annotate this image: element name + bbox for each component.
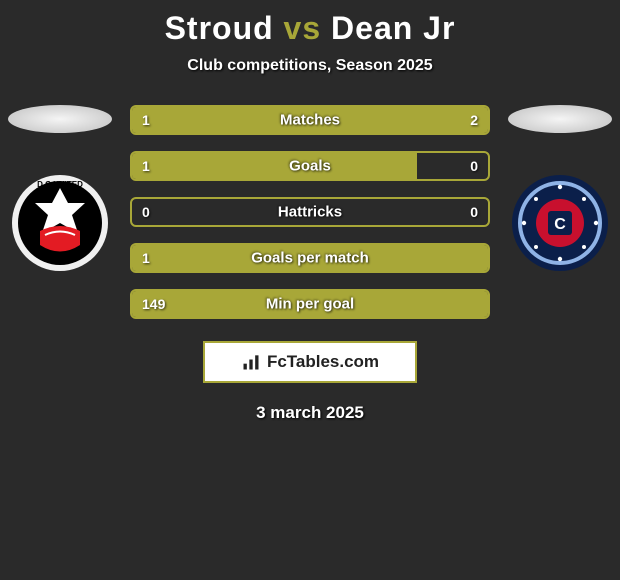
stat-left-value: 1 — [142, 250, 150, 266]
player1-name: Stroud — [165, 10, 274, 46]
stat-row: 0 0 Hattricks — [130, 197, 490, 227]
stat-row: 149 Min per goal — [130, 289, 490, 319]
stat-left-value: 1 — [142, 158, 150, 174]
date-label: 3 march 2025 — [0, 403, 620, 423]
stat-label: Goals — [289, 158, 331, 175]
stat-row: 1 2 Matches — [130, 105, 490, 135]
stat-row: 1 Goals per match — [130, 243, 490, 273]
stat-left-value: 149 — [142, 296, 165, 312]
bar-left-fill — [132, 153, 417, 179]
stat-left-value: 0 — [142, 204, 150, 220]
stat-label: Min per goal — [266, 296, 354, 313]
stat-bars: 1 2 Matches 1 0 Goals 0 0 Hattricks 1 Goals per ma… — [130, 105, 490, 319]
chicago-fire-icon: C — [510, 173, 610, 273]
right-team-badge: C — [510, 181, 610, 265]
stat-right-value: 0 — [470, 158, 478, 174]
stat-label: Goals per match — [251, 250, 369, 267]
stat-right-value: 0 — [470, 204, 478, 220]
left-team-badge: D.C.UNITED — [10, 181, 110, 265]
brand-box: FcTables.com — [203, 341, 417, 383]
stat-label: Hattricks — [278, 204, 342, 221]
stat-row: 1 0 Goals — [130, 151, 490, 181]
player2-name: Dean Jr — [331, 10, 455, 46]
page-title: Stroud vs Dean Jr — [0, 10, 620, 47]
stat-label: Matches — [280, 112, 340, 129]
left-side: D.C.UNITED — [8, 105, 112, 265]
left-ellipse — [8, 105, 112, 133]
vs-separator: vs — [284, 10, 322, 46]
stat-right-value: 2 — [470, 112, 478, 128]
dc-united-icon: D.C.UNITED — [10, 173, 110, 273]
right-ellipse — [508, 105, 612, 133]
svg-text:D.C.UNITED: D.C.UNITED — [37, 180, 83, 189]
svg-text:C: C — [554, 216, 566, 233]
brand-label: FcTables.com — [267, 352, 379, 372]
stat-left-value: 1 — [142, 112, 150, 128]
right-side: C — [508, 105, 612, 265]
subtitle: Club competitions, Season 2025 — [0, 57, 620, 75]
comparison-row: D.C.UNITED 1 2 Matches 1 0 Goals 0 0 Hattricks 1 G… — [0, 105, 620, 319]
bar-chart-icon — [241, 352, 261, 372]
